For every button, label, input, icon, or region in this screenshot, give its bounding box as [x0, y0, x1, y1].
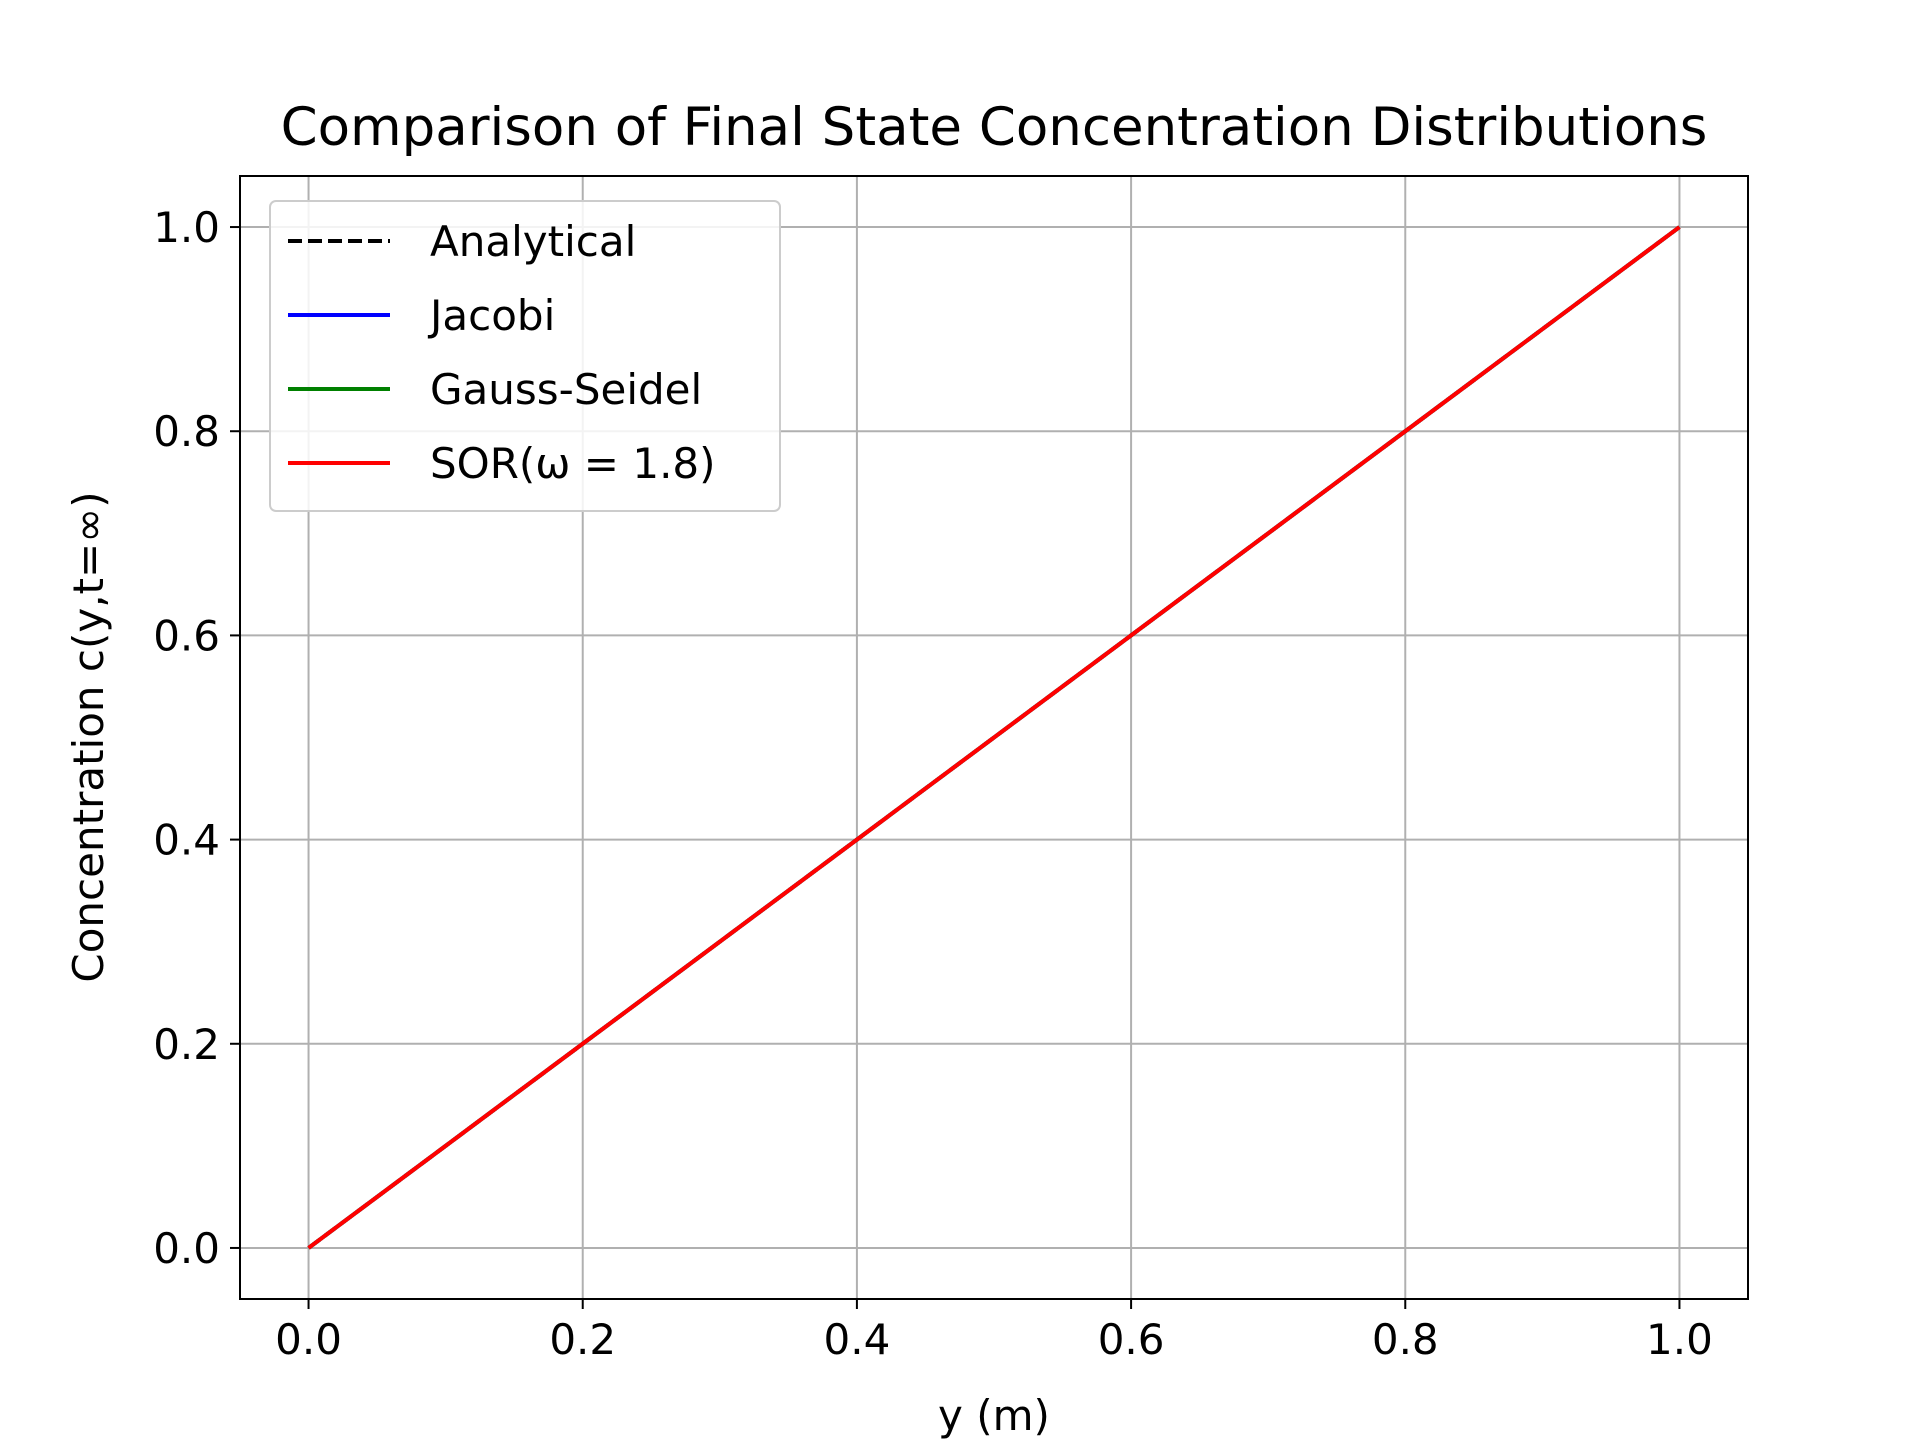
series-line-sor-1-8 — [307, 225, 1681, 1250]
legend-label: Jacobi — [427, 291, 555, 340]
chart-title: Comparison of Final State Concentration … — [281, 97, 1708, 158]
series-lines — [307, 225, 1681, 1250]
x-tick-label: 0.0 — [275, 1315, 342, 1364]
grid — [240, 176, 1748, 1299]
y-tick-label: 0.0 — [153, 1224, 220, 1273]
y-tick-label: 0.2 — [153, 1020, 220, 1069]
x-tick-label: 0.2 — [549, 1315, 616, 1364]
y-tick-label: 0.6 — [153, 611, 220, 660]
y-axis-label: Concentration c(y,t=∞) — [64, 491, 113, 982]
legend-label: SOR(ω = 1.8) — [430, 439, 716, 488]
y-axis-ticks: 0.0 0.2 0.4 0.6 0.8 1.0 — [153, 203, 240, 1273]
x-tick-label: 0.6 — [1098, 1315, 1165, 1364]
x-axis-label: y (m) — [938, 1391, 1050, 1440]
x-axis-ticks: 0.0 0.2 0.4 0.6 0.8 1.0 — [275, 1299, 1713, 1364]
x-tick-label: 1.0 — [1646, 1315, 1713, 1364]
y-tick-label: 0.4 — [153, 816, 220, 865]
y-tick-label: 0.8 — [153, 407, 220, 456]
legend-label: Analytical — [430, 217, 636, 266]
legend: Analytical Jacobi Gauss-Seidel SOR(ω = 1.8) — [269, 200, 781, 512]
x-tick-label: 0.4 — [824, 1315, 891, 1364]
legend-box — [269, 200, 781, 512]
plot-frame — [239, 175, 1749, 1300]
legend-label: Gauss-Seidel — [430, 365, 702, 414]
y-tick-label: 1.0 — [153, 203, 220, 252]
x-tick-label: 0.8 — [1372, 1315, 1439, 1364]
